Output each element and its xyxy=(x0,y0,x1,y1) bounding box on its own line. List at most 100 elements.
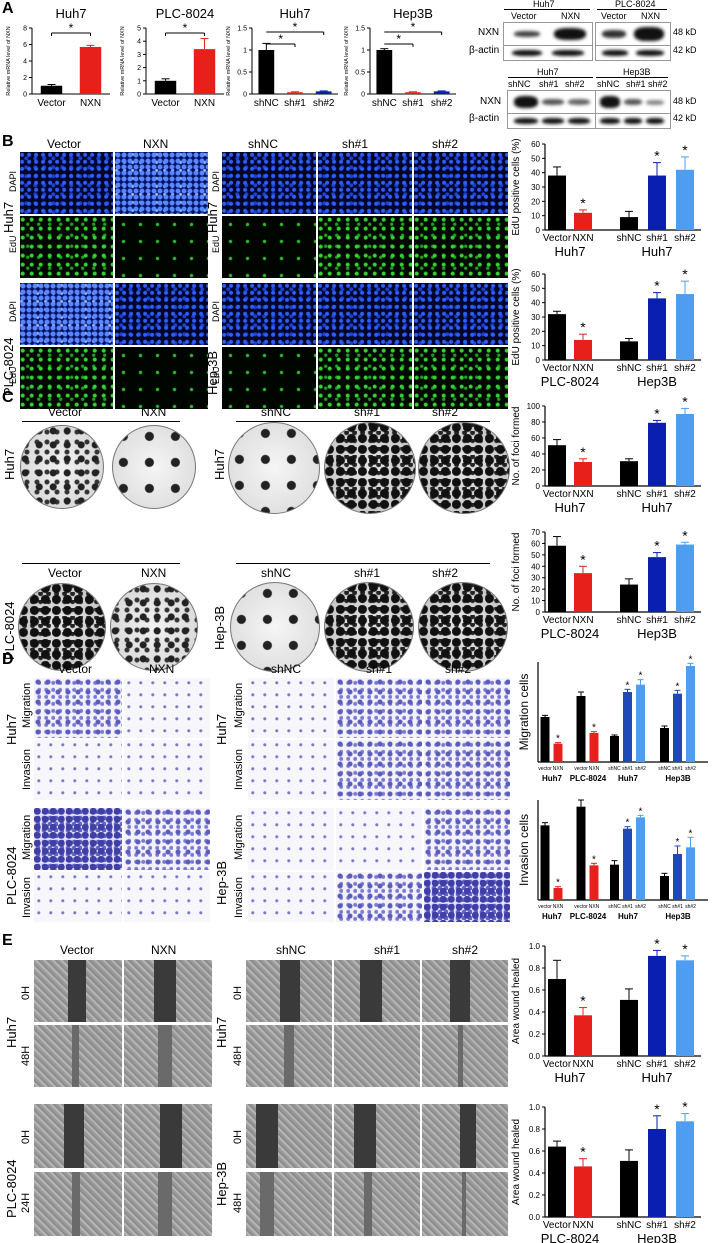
bar xyxy=(576,806,586,900)
b-row-huh7-kd: Huh7 xyxy=(205,201,220,233)
micro-image xyxy=(336,808,422,870)
c-col-sh1b: sh#1 xyxy=(354,566,381,580)
e-0h-3: 0H xyxy=(232,985,244,1000)
micro-image xyxy=(124,872,210,922)
bar xyxy=(676,169,694,230)
x-tick-label: sh#2 xyxy=(313,98,335,109)
y-tick-label: 60 xyxy=(531,539,540,548)
blot-top-nxn2: NXN xyxy=(641,11,661,21)
y-tick-label: 1.0 xyxy=(529,942,541,951)
sig-star: * xyxy=(654,148,660,164)
bar xyxy=(574,462,592,486)
group-label: PLC-8024 xyxy=(570,912,607,921)
bar xyxy=(660,728,669,762)
colony-dish xyxy=(230,582,320,672)
bar xyxy=(676,1121,694,1217)
y-tick-label: 4 xyxy=(23,59,27,66)
x-tick-label: NXN xyxy=(572,1220,593,1231)
sig-star: * xyxy=(654,935,660,951)
micro-image xyxy=(124,1172,212,1236)
micro-image xyxy=(34,1025,122,1087)
panel-label-c: C xyxy=(2,389,14,406)
sig-star: * xyxy=(682,393,688,409)
y-tick-label: 5 xyxy=(137,26,141,33)
micro-image xyxy=(34,960,122,1022)
x-tick-label: shNC xyxy=(616,615,641,626)
bar xyxy=(540,717,550,762)
x-tick-label: shNC xyxy=(372,98,397,109)
bar xyxy=(154,80,177,94)
sig-star: * xyxy=(654,278,660,294)
y-axis-label: Relative mRNA level of NXN xyxy=(6,26,12,95)
micro-image xyxy=(318,347,412,409)
bar xyxy=(548,314,566,360)
micro-image xyxy=(124,808,210,870)
y-tick-label: 70 xyxy=(531,528,540,537)
e-48h-3: 48H xyxy=(232,1192,244,1213)
sig-star: * xyxy=(626,818,630,829)
colony-dish xyxy=(324,422,416,514)
y-axis-label: Migration cells xyxy=(517,674,531,751)
e-col-shnc: shNC xyxy=(276,943,307,957)
bar xyxy=(553,743,563,762)
x-tick-label: NXN xyxy=(589,766,600,772)
y-tick-label: 0.5 xyxy=(355,70,365,77)
b-col-shnc: shNC xyxy=(248,137,279,151)
blot-bot-sh2a: sh#2 xyxy=(565,79,585,89)
b-dapi-2: DAPI xyxy=(8,300,18,322)
bar xyxy=(648,557,666,612)
e-24h: 24H xyxy=(20,1192,32,1213)
micro-image xyxy=(246,1172,332,1236)
y-tick-label: 0.0 xyxy=(529,1213,541,1222)
micro-image xyxy=(246,960,332,1022)
c-col-sh2a: sh#2 xyxy=(432,405,459,419)
x-tick-label: shNC xyxy=(616,489,641,500)
y-tick-label: 8 xyxy=(23,26,27,33)
blot-bot-nxn-label: NXN xyxy=(480,96,502,107)
y-tick-label: 50 xyxy=(531,284,540,293)
panel-label-b: B xyxy=(2,133,14,150)
sig-star: * xyxy=(654,538,660,554)
sig-star: * xyxy=(580,319,586,335)
d-row-huh7-kd: Huh7 xyxy=(214,713,229,745)
y-tick-label: 0 xyxy=(536,608,541,617)
group-label: PLC-8024 xyxy=(541,1231,600,1243)
y-axis-label: Relative mRNA level of NXN xyxy=(120,26,126,95)
b-edu-4: EdU xyxy=(211,366,221,384)
x-tick-label: NXN xyxy=(80,98,101,109)
b-edu-1: EdU xyxy=(8,235,18,253)
group-label: PLC-8024 xyxy=(570,774,607,783)
b-dapi-4: DAPI xyxy=(211,300,221,322)
micro-image xyxy=(336,678,422,738)
y-tick-label: 0.6 xyxy=(529,1147,541,1156)
x-tick-label: shNC xyxy=(616,1059,641,1070)
group-label: Hep3B xyxy=(637,374,677,389)
blot-top-nxn1: NXN xyxy=(561,11,581,21)
c-col-shnc1: shNC xyxy=(261,405,292,419)
bar xyxy=(433,91,450,94)
y-tick-label: 50 xyxy=(531,154,540,163)
c-row-huh7-kd: Huh7 xyxy=(212,448,227,480)
micro-image xyxy=(334,960,420,1022)
blot-bot-sh1a: sh#1 xyxy=(539,79,559,89)
bar xyxy=(636,817,645,900)
y-tick-label: 10 xyxy=(531,212,540,221)
chart-b2: 0 10 20 30 40 50 60 EdU positive cells (%) Vecto… xyxy=(511,266,701,389)
micro-image xyxy=(414,347,508,409)
micro-image xyxy=(318,283,412,345)
bar xyxy=(648,298,666,360)
x-tick-label: sh#2 xyxy=(431,98,453,109)
micro-image xyxy=(422,1104,508,1168)
micro-image xyxy=(222,347,316,409)
bar xyxy=(676,544,694,612)
right-column-charts: 0 10 20 30 40 50 60 EdU positive cells (%) Vecto… xyxy=(511,138,708,1243)
y-tick-label: 0 xyxy=(361,92,365,99)
b-col-vector: Vector xyxy=(47,137,82,151)
y-tick-label: 10 xyxy=(531,342,540,351)
sig-star: * xyxy=(580,551,586,567)
y-tick-label: 30 xyxy=(531,183,540,192)
chart-e2: 0.0 0.2 0.4 0.6 0.8 1.0 Area wound healed Vecto… xyxy=(511,1099,701,1243)
micro-image xyxy=(34,740,122,800)
micro-image xyxy=(336,740,422,800)
